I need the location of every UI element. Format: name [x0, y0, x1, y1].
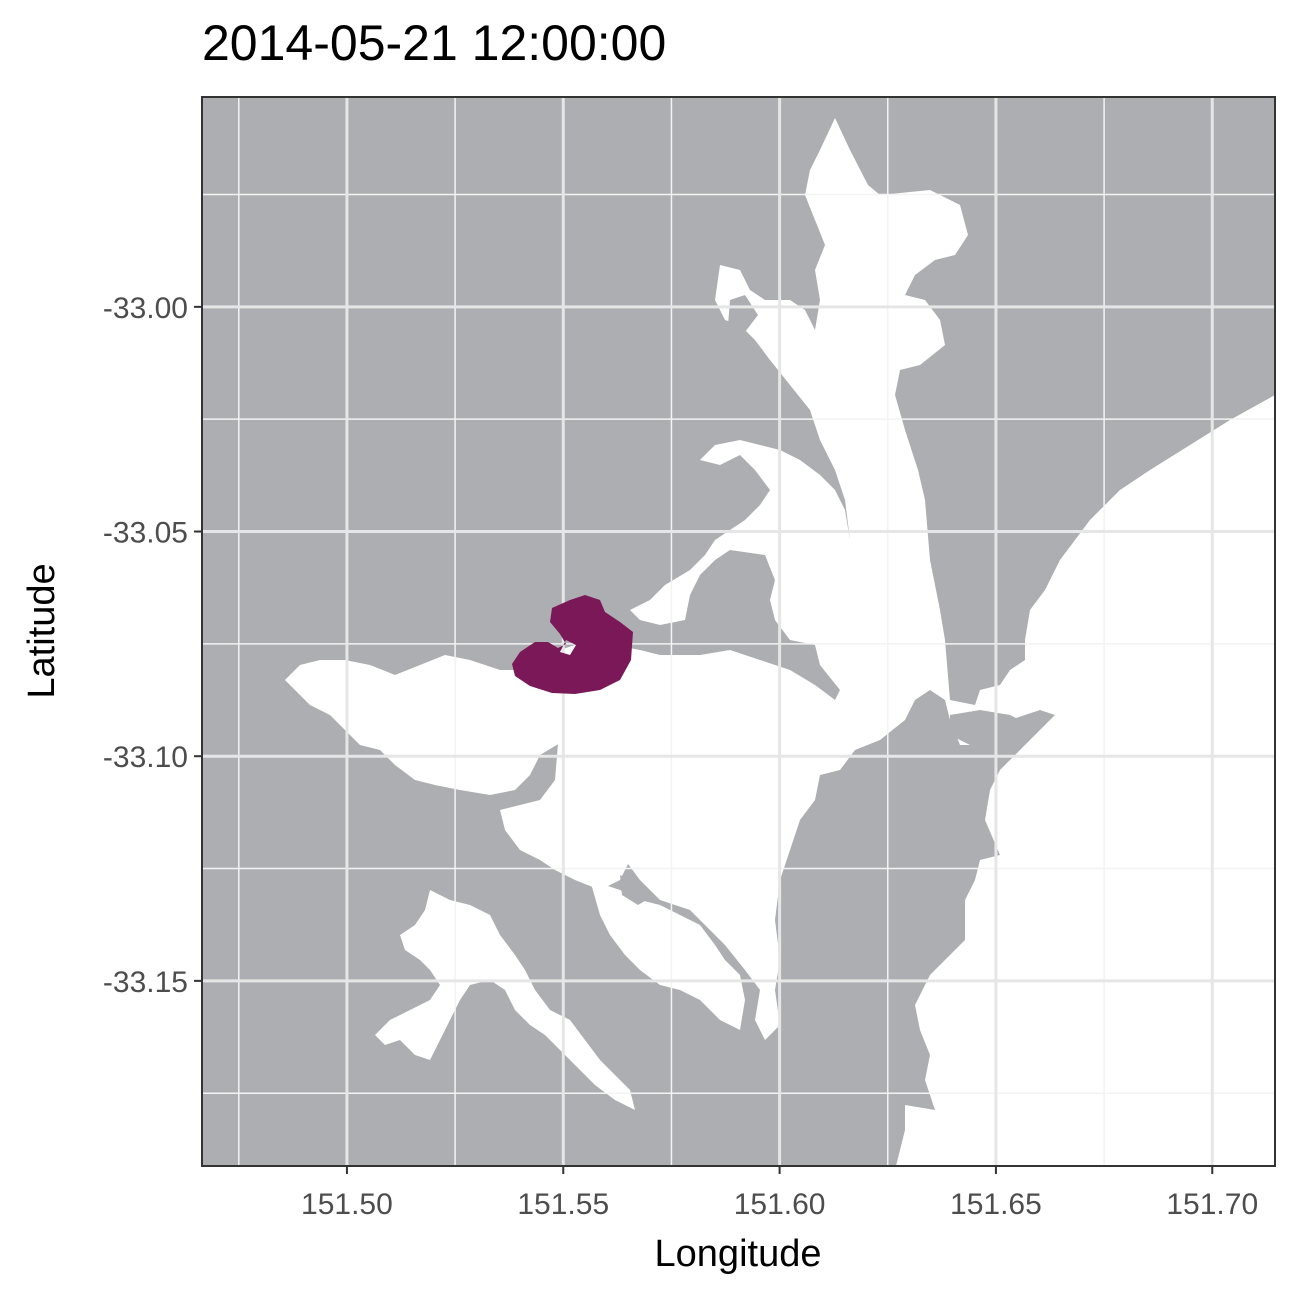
y-axis-title: Latitude: [21, 563, 63, 698]
x-tick-label: 151.70: [1166, 1188, 1258, 1221]
y-axis: -33.00 -33.05 -33.10 -33.15: [103, 292, 202, 999]
y-tick-label: -33.05: [103, 517, 188, 550]
x-tick-label: 151.60: [734, 1188, 826, 1221]
x-tick-label: 151.50: [301, 1188, 393, 1221]
land-island-2: [940, 560, 985, 590]
grid-over-water: [202, 97, 1275, 1166]
y-tick-label: -33.10: [103, 741, 188, 774]
water-body-5: [590, 880, 745, 1030]
water-layer: [285, 118, 1275, 1166]
x-tick-label: 151.55: [517, 1188, 609, 1221]
y-tick-label: -33.15: [103, 966, 188, 999]
x-axis: 151.50 151.55 151.60 151.65 151.70: [301, 1166, 1258, 1221]
land-island-5: [620, 875, 650, 905]
water-body-1: [285, 118, 1275, 1166]
x-tick-label: 151.65: [950, 1188, 1042, 1221]
water-body-2: [500, 720, 640, 890]
water-body-3: [375, 890, 635, 1110]
plume-polygon: [512, 595, 633, 694]
land-island-1: [950, 710, 1030, 745]
panel-border: [201, 96, 1276, 1167]
water-body-4: [675, 770, 770, 960]
land-island-4: [728, 295, 758, 332]
x-axis-title: Longitude: [655, 1233, 822, 1275]
y-tick-label: -33.00: [103, 292, 188, 325]
chart-title: 2014-05-21 12:00:00: [202, 15, 667, 71]
